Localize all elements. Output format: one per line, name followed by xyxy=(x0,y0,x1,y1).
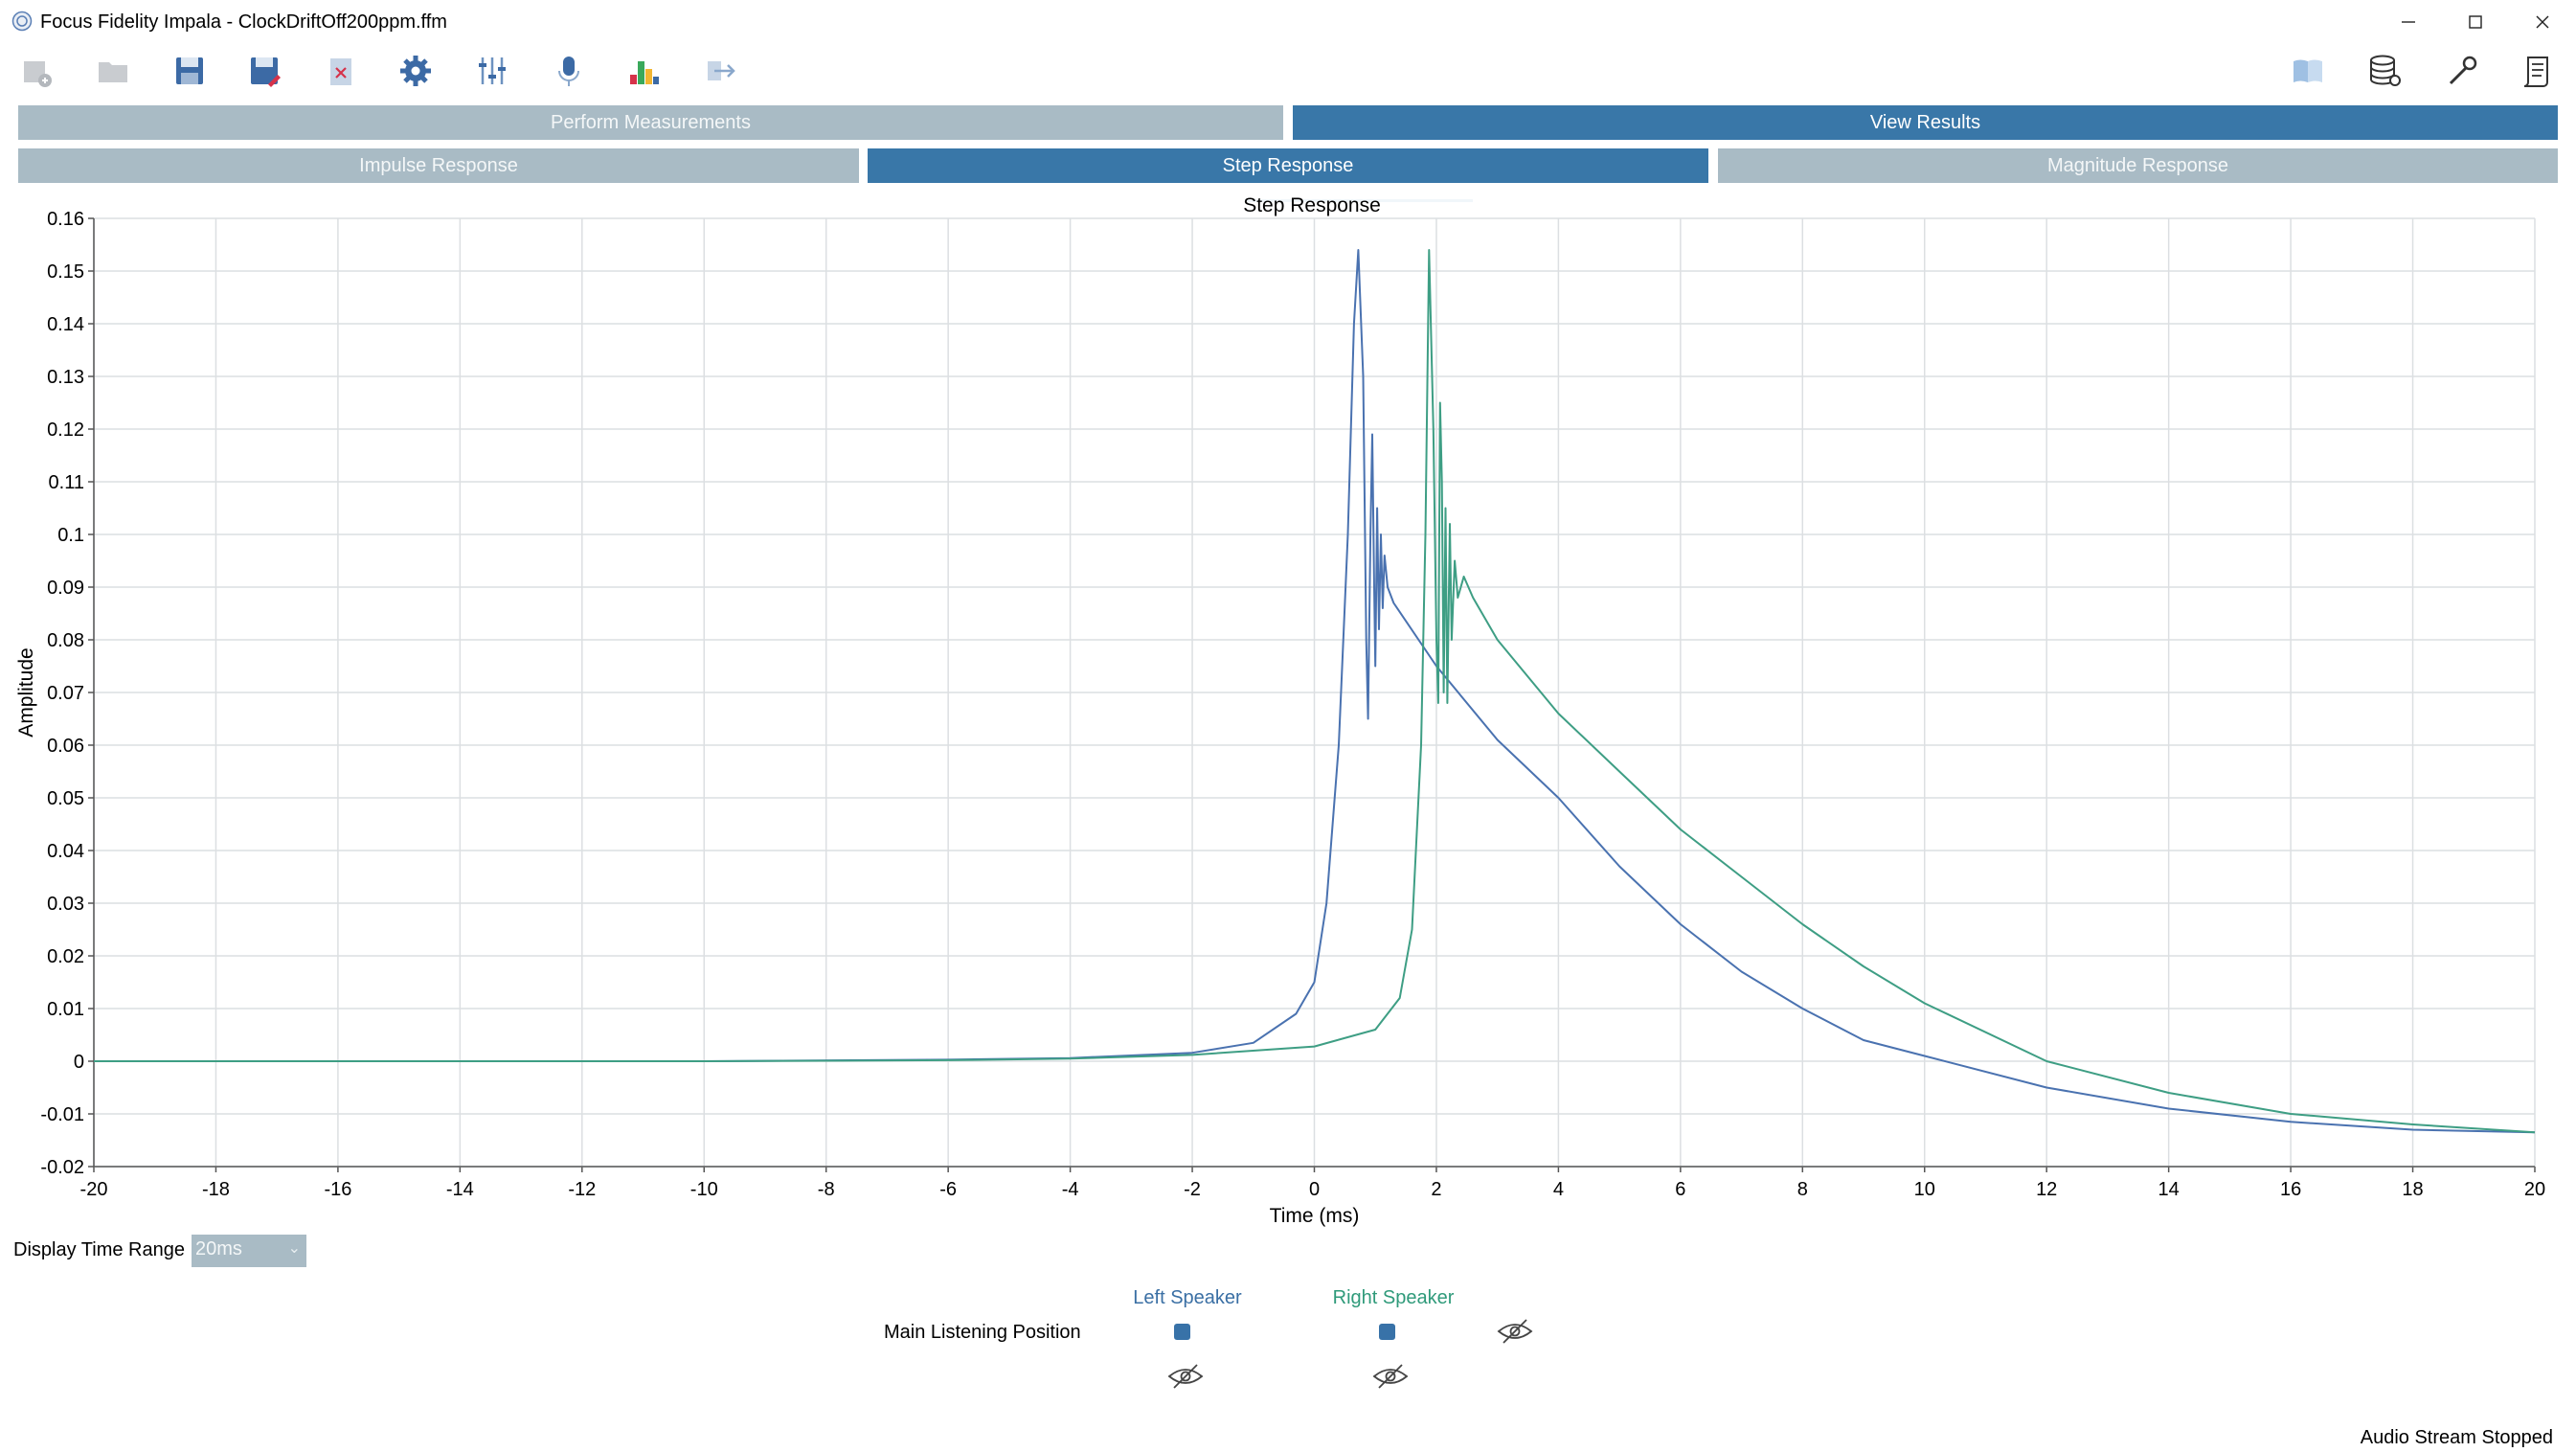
x-tick-label: -2 xyxy=(1184,1179,1201,1200)
x-tick-label: 8 xyxy=(1797,1179,1808,1200)
display-time-range-select[interactable]: 20ms ⌄ xyxy=(192,1235,306,1267)
tab-perform-measurements[interactable]: Perform Measurements xyxy=(18,105,1283,140)
open-folder-icon[interactable] xyxy=(90,48,136,94)
x-tick-label: 10 xyxy=(1914,1179,1935,1200)
x-tick-label: 2 xyxy=(1431,1179,1441,1200)
left-speaker-series-line xyxy=(94,249,2536,1134)
tools-icon[interactable] xyxy=(2438,48,2484,94)
y-tick-label: 0.05 xyxy=(47,788,84,809)
display-time-range-label: Display Time Range xyxy=(13,1239,185,1260)
x-tick-label: 0 xyxy=(1309,1179,1320,1200)
y-tick-label: -0.01 xyxy=(40,1104,84,1125)
tab-view-results[interactable]: View Results xyxy=(1293,105,2558,140)
y-tick-label: 0.15 xyxy=(47,261,84,283)
x-tick-label: -12 xyxy=(568,1179,596,1200)
close-button[interactable] xyxy=(2504,0,2576,44)
database-icon[interactable] xyxy=(2361,48,2407,94)
right-speaker-series-line xyxy=(94,249,2536,1134)
x-tick-label: -18 xyxy=(202,1179,230,1200)
y-tick-label: 0.16 xyxy=(47,209,84,230)
main-listening-position-label: Main Listening Position xyxy=(884,1322,1081,1343)
display-time-range-value: 20ms xyxy=(195,1238,242,1259)
x-tick-label: 16 xyxy=(2280,1179,2301,1200)
chart-title: Step Response xyxy=(1243,194,1381,216)
tab-magnitude-response[interactable]: Magnitude Response xyxy=(1718,148,2558,183)
toolbar xyxy=(0,44,2576,98)
y-tick-label: 0.02 xyxy=(47,946,84,967)
minimize-button[interactable] xyxy=(2370,0,2447,44)
x-tick-label: -14 xyxy=(446,1179,474,1200)
title-bar: Focus Fidelity Impala - ClockDriftOff200… xyxy=(0,0,2576,44)
x-tick-label: 20 xyxy=(2524,1179,2545,1200)
x-tick-label: 12 xyxy=(2036,1179,2057,1200)
save-icon[interactable] xyxy=(167,48,213,94)
hide-left-speaker-eye-icon[interactable] xyxy=(1166,1362,1205,1391)
y-tick-label: 0.09 xyxy=(47,578,84,599)
left-speaker-toggle[interactable] xyxy=(1174,1324,1190,1340)
report-icon[interactable] xyxy=(2515,48,2561,94)
y-tick-label: 0.03 xyxy=(47,894,84,915)
microphone-icon[interactable] xyxy=(546,48,592,94)
chevron-down-icon: ⌄ xyxy=(287,1240,301,1257)
sliders-icon[interactable] xyxy=(469,48,515,94)
x-tick-label: 4 xyxy=(1553,1179,1564,1200)
right-speaker-label: Right Speaker xyxy=(1332,1287,1455,1308)
maximize-button[interactable] xyxy=(2437,0,2514,44)
close-file-icon[interactable] xyxy=(318,48,364,94)
save-as-icon[interactable] xyxy=(241,48,287,94)
x-tick-label: -20 xyxy=(80,1179,108,1200)
new-measurement-icon[interactable] xyxy=(13,48,59,94)
window-title: Focus Fidelity Impala - ClockDriftOff200… xyxy=(40,11,447,33)
y-tick-label: 0 xyxy=(74,1052,84,1073)
left-speaker-label: Left Speaker xyxy=(1133,1287,1242,1308)
export-icon[interactable] xyxy=(697,48,743,94)
y-tick-label: 0.12 xyxy=(47,420,84,441)
chart-title-highlight xyxy=(1245,199,1473,202)
y-tick-label: 0.1 xyxy=(57,525,84,546)
x-tick-label: 18 xyxy=(2402,1179,2423,1200)
tab-step-response[interactable]: Step Response xyxy=(868,148,1708,183)
y-tick-label: 0.06 xyxy=(47,736,84,757)
y-axis-label: Amplitude xyxy=(15,647,37,737)
x-tick-label: -4 xyxy=(1062,1179,1079,1200)
x-tick-label: -16 xyxy=(324,1179,351,1200)
tab-impulse-response[interactable]: Impulse Response xyxy=(18,148,859,183)
manual-icon[interactable] xyxy=(2285,48,2331,94)
x-axis-label: Time (ms) xyxy=(1270,1205,1360,1227)
chart-bars-icon[interactable] xyxy=(621,48,667,94)
right-speaker-toggle[interactable] xyxy=(1379,1324,1395,1340)
x-tick-label: -10 xyxy=(690,1179,718,1200)
y-tick-label: 0.11 xyxy=(49,472,84,493)
y-tick-label: 0.07 xyxy=(47,683,84,704)
y-tick-label: 0.14 xyxy=(47,314,84,335)
step-response-chart[interactable]: -20 -18 -16 -14 -12 -10 -8 -6 -4 -2 0 2 4 6 8 10 12 14 16 1… xyxy=(0,201,2576,1236)
x-tick-label: -6 xyxy=(939,1179,957,1200)
status-text: Audio Stream Stopped xyxy=(2360,1427,2553,1448)
app-logo-icon xyxy=(11,11,33,32)
x-tick-label: 6 xyxy=(1675,1179,1685,1200)
x-tick-label: -8 xyxy=(818,1179,835,1200)
y-tick-label: 0.13 xyxy=(47,367,84,388)
hide-right-speaker-eye-icon[interactable] xyxy=(1371,1362,1410,1391)
hide-position-eye-icon[interactable] xyxy=(1496,1317,1534,1346)
y-tick-label: 0.04 xyxy=(47,841,84,862)
x-tick-label: 14 xyxy=(2158,1179,2180,1200)
settings-icon[interactable] xyxy=(393,48,439,94)
y-tick-label: 0.01 xyxy=(47,999,84,1020)
y-tick-label: 0.08 xyxy=(47,630,84,651)
y-tick-label: -0.02 xyxy=(40,1157,84,1178)
